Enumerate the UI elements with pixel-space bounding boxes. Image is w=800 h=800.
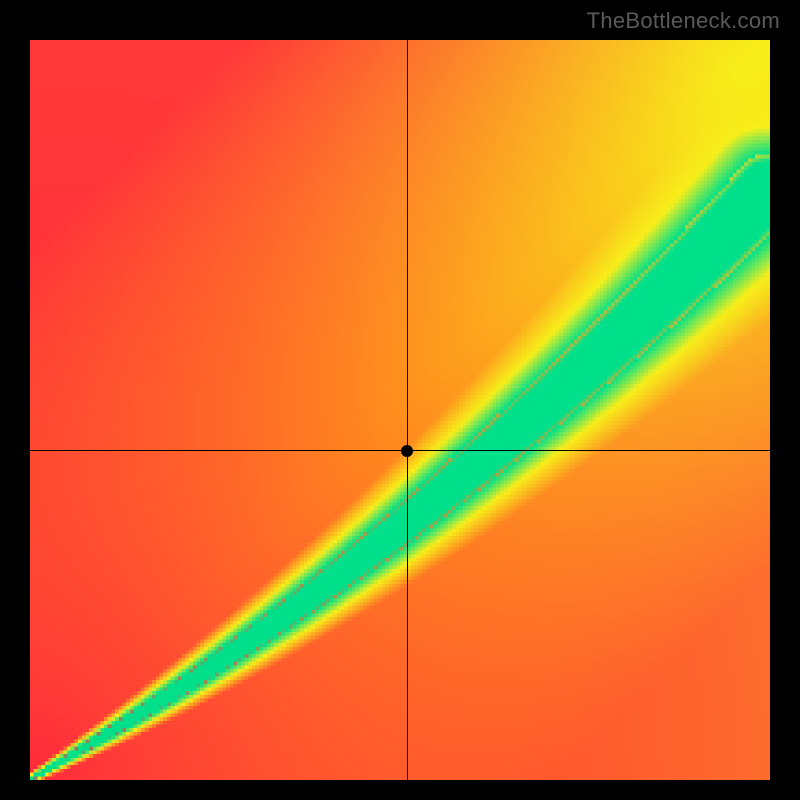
watermark-text: TheBottleneck.com [587, 8, 780, 34]
axis-horizontal [30, 450, 770, 452]
chart-container: TheBottleneck.com [0, 0, 800, 800]
axis-vertical [407, 40, 409, 780]
heatmap-canvas [30, 40, 770, 780]
plot-area [30, 40, 770, 780]
data-point-marker [401, 445, 413, 457]
